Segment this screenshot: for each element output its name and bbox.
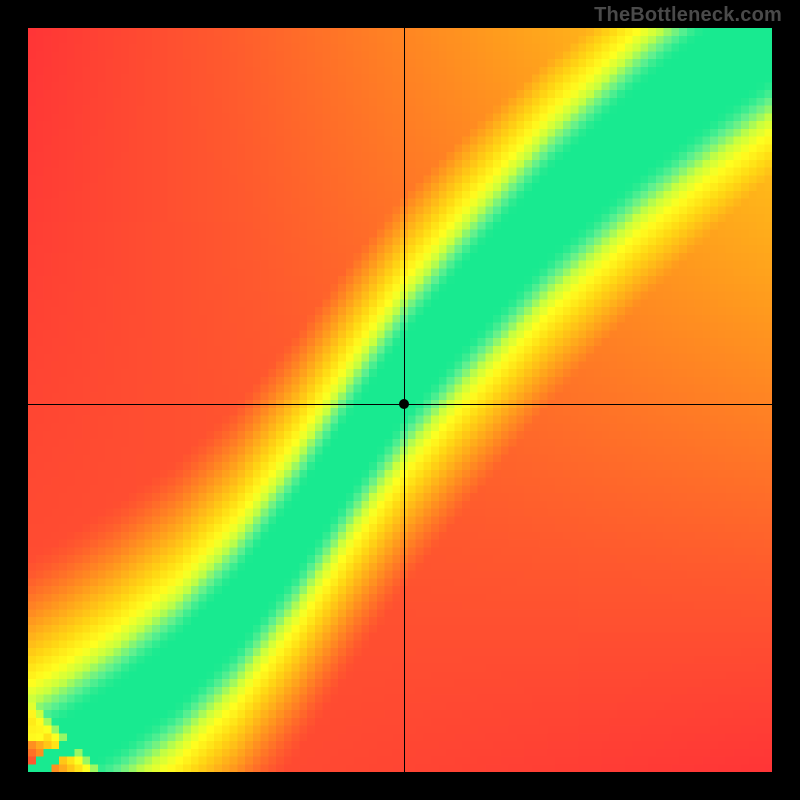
- plot-area: [28, 28, 772, 772]
- chart-container: TheBottleneck.com: [0, 0, 800, 800]
- watermark-text: TheBottleneck.com: [594, 4, 782, 27]
- selected-point-marker: [399, 399, 409, 409]
